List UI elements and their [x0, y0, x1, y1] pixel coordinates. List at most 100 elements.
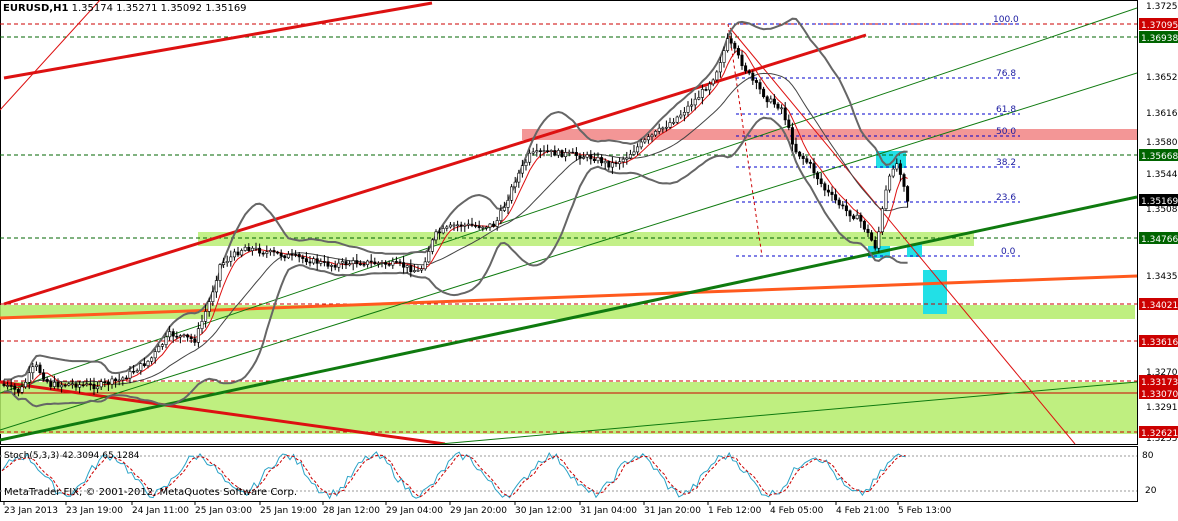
candle	[780, 104, 784, 115]
candle	[628, 149, 632, 160]
candle	[621, 156, 625, 168]
candle	[898, 159, 902, 182]
support-zone-mid	[198, 232, 974, 246]
candle	[304, 251, 308, 266]
candle	[697, 90, 701, 101]
candle	[387, 260, 391, 267]
candle	[34, 361, 38, 371]
candle	[146, 359, 150, 369]
candle	[834, 188, 838, 204]
candle	[362, 261, 366, 268]
candle	[200, 314, 204, 334]
candle	[13, 383, 17, 396]
candle	[751, 70, 755, 85]
candle	[16, 387, 20, 397]
price-tag-label: 1.34766	[1141, 235, 1178, 245]
candle	[380, 260, 384, 268]
candle	[661, 126, 665, 133]
candle	[438, 227, 442, 240]
candle	[765, 95, 769, 108]
candle	[420, 265, 424, 273]
candle	[409, 259, 413, 278]
candle	[189, 333, 193, 343]
candle	[492, 221, 496, 228]
candle	[456, 220, 460, 232]
candle	[297, 252, 301, 263]
candle	[175, 331, 179, 340]
candle	[182, 333, 186, 338]
time-label: 1 Feb 12:00	[708, 506, 762, 516]
candle	[510, 184, 514, 204]
time-label: 29 Jan 04:00	[386, 506, 443, 516]
price-tag: 1.35169	[1139, 194, 1178, 207]
candle	[772, 94, 776, 108]
candle	[394, 256, 398, 264]
candle	[805, 155, 809, 165]
price-tag-label: 1.32621	[1141, 429, 1178, 439]
candle	[722, 46, 726, 68]
candle	[247, 243, 251, 252]
candle	[556, 148, 560, 158]
price-tag-label: 1.37095	[1141, 21, 1178, 31]
candle	[20, 381, 24, 395]
candle	[560, 149, 564, 158]
time-label: 29 Jan 20:00	[450, 506, 507, 516]
candle	[783, 102, 787, 126]
candle	[826, 184, 830, 197]
time-label: 4 Feb 05:00	[770, 506, 824, 516]
candle	[31, 363, 35, 380]
candle	[682, 107, 686, 122]
fibonacci-levels	[728, 23, 1020, 257]
candle	[160, 343, 164, 350]
svg-text:80: 80	[1142, 451, 1154, 461]
bollinger-middle	[4, 72, 908, 389]
candle	[862, 219, 866, 233]
price-tag: 1.37095	[1139, 18, 1178, 31]
candle	[744, 62, 748, 74]
candle	[740, 50, 744, 70]
candle	[258, 243, 262, 257]
candle	[441, 225, 445, 235]
price-tag: 1.34021	[1139, 298, 1178, 311]
svg-text:1.37250: 1.37250	[1146, 2, 1178, 12]
candle	[355, 253, 359, 268]
candle	[384, 260, 388, 269]
candle	[636, 143, 640, 156]
candle	[128, 366, 132, 384]
candle	[153, 348, 157, 364]
candle	[798, 150, 802, 160]
svg-text:1.32550: 1.32550	[1146, 434, 1178, 444]
candle	[211, 285, 215, 306]
candle	[430, 238, 434, 255]
candle	[589, 150, 593, 165]
candle	[513, 176, 517, 194]
candle	[481, 225, 485, 232]
candle	[708, 81, 712, 95]
candle	[693, 92, 697, 111]
time-label: 24 Jan 11:00	[132, 506, 189, 516]
price-tags: 1.37095 1.36938 1.35668 1.35169 1.34766 1.340…	[1139, 18, 1178, 439]
candle	[654, 129, 658, 138]
candle	[164, 332, 168, 349]
candle	[607, 160, 611, 171]
candle	[103, 378, 107, 388]
candle	[718, 56, 722, 78]
price-tag-label: 1.34021	[1141, 301, 1178, 311]
candle	[769, 95, 773, 104]
candle	[236, 246, 240, 257]
candle	[704, 86, 708, 92]
time-label: 28 Jan 12:00	[323, 506, 380, 516]
price-tag-label: 1.35668	[1141, 152, 1178, 162]
candle	[650, 133, 654, 142]
candle	[78, 381, 82, 394]
candle	[466, 219, 470, 229]
candle	[463, 222, 467, 232]
candles	[2, 32, 910, 397]
candle	[538, 148, 542, 159]
candle	[474, 221, 478, 229]
svg-text:1.32700: 1.32700	[1146, 368, 1178, 378]
candle	[279, 249, 283, 261]
price-tag-label: 1.35169	[1141, 197, 1178, 207]
